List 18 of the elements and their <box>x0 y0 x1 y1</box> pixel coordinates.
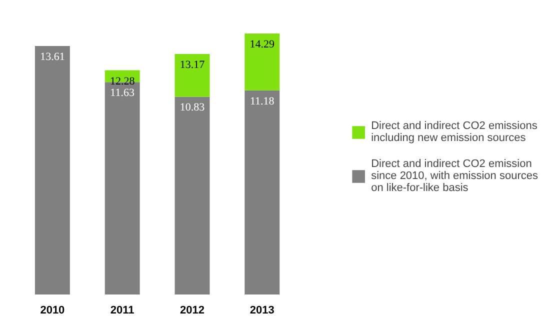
x-tick-label: 2010 <box>40 304 65 316</box>
x-tick-label: 2013 <box>250 304 274 316</box>
x-tick-label: 2012 <box>180 304 204 316</box>
data-label: 11.63 <box>110 87 136 100</box>
total-label: 14.29 <box>250 38 276 51</box>
bar <box>174 54 210 97</box>
bar <box>244 34 280 90</box>
data-label: 13.61 <box>40 50 65 63</box>
data-label: 11.18 <box>250 95 275 108</box>
bar <box>174 96 210 294</box>
bar <box>34 46 70 294</box>
bar <box>244 90 280 294</box>
total-label: 12.28 <box>110 75 136 88</box>
legend-label: Direct and indirect CO2 emission since 2010, with emission sources on like-for-like basis <box>371 158 538 194</box>
data-label: 10.83 <box>180 102 206 114</box>
legend-label: Direct and indirect CO2 emissions including new emission sources <box>371 120 538 144</box>
x-tick-label: 2011 <box>110 304 134 316</box>
total-label: 13.17 <box>180 59 206 71</box>
